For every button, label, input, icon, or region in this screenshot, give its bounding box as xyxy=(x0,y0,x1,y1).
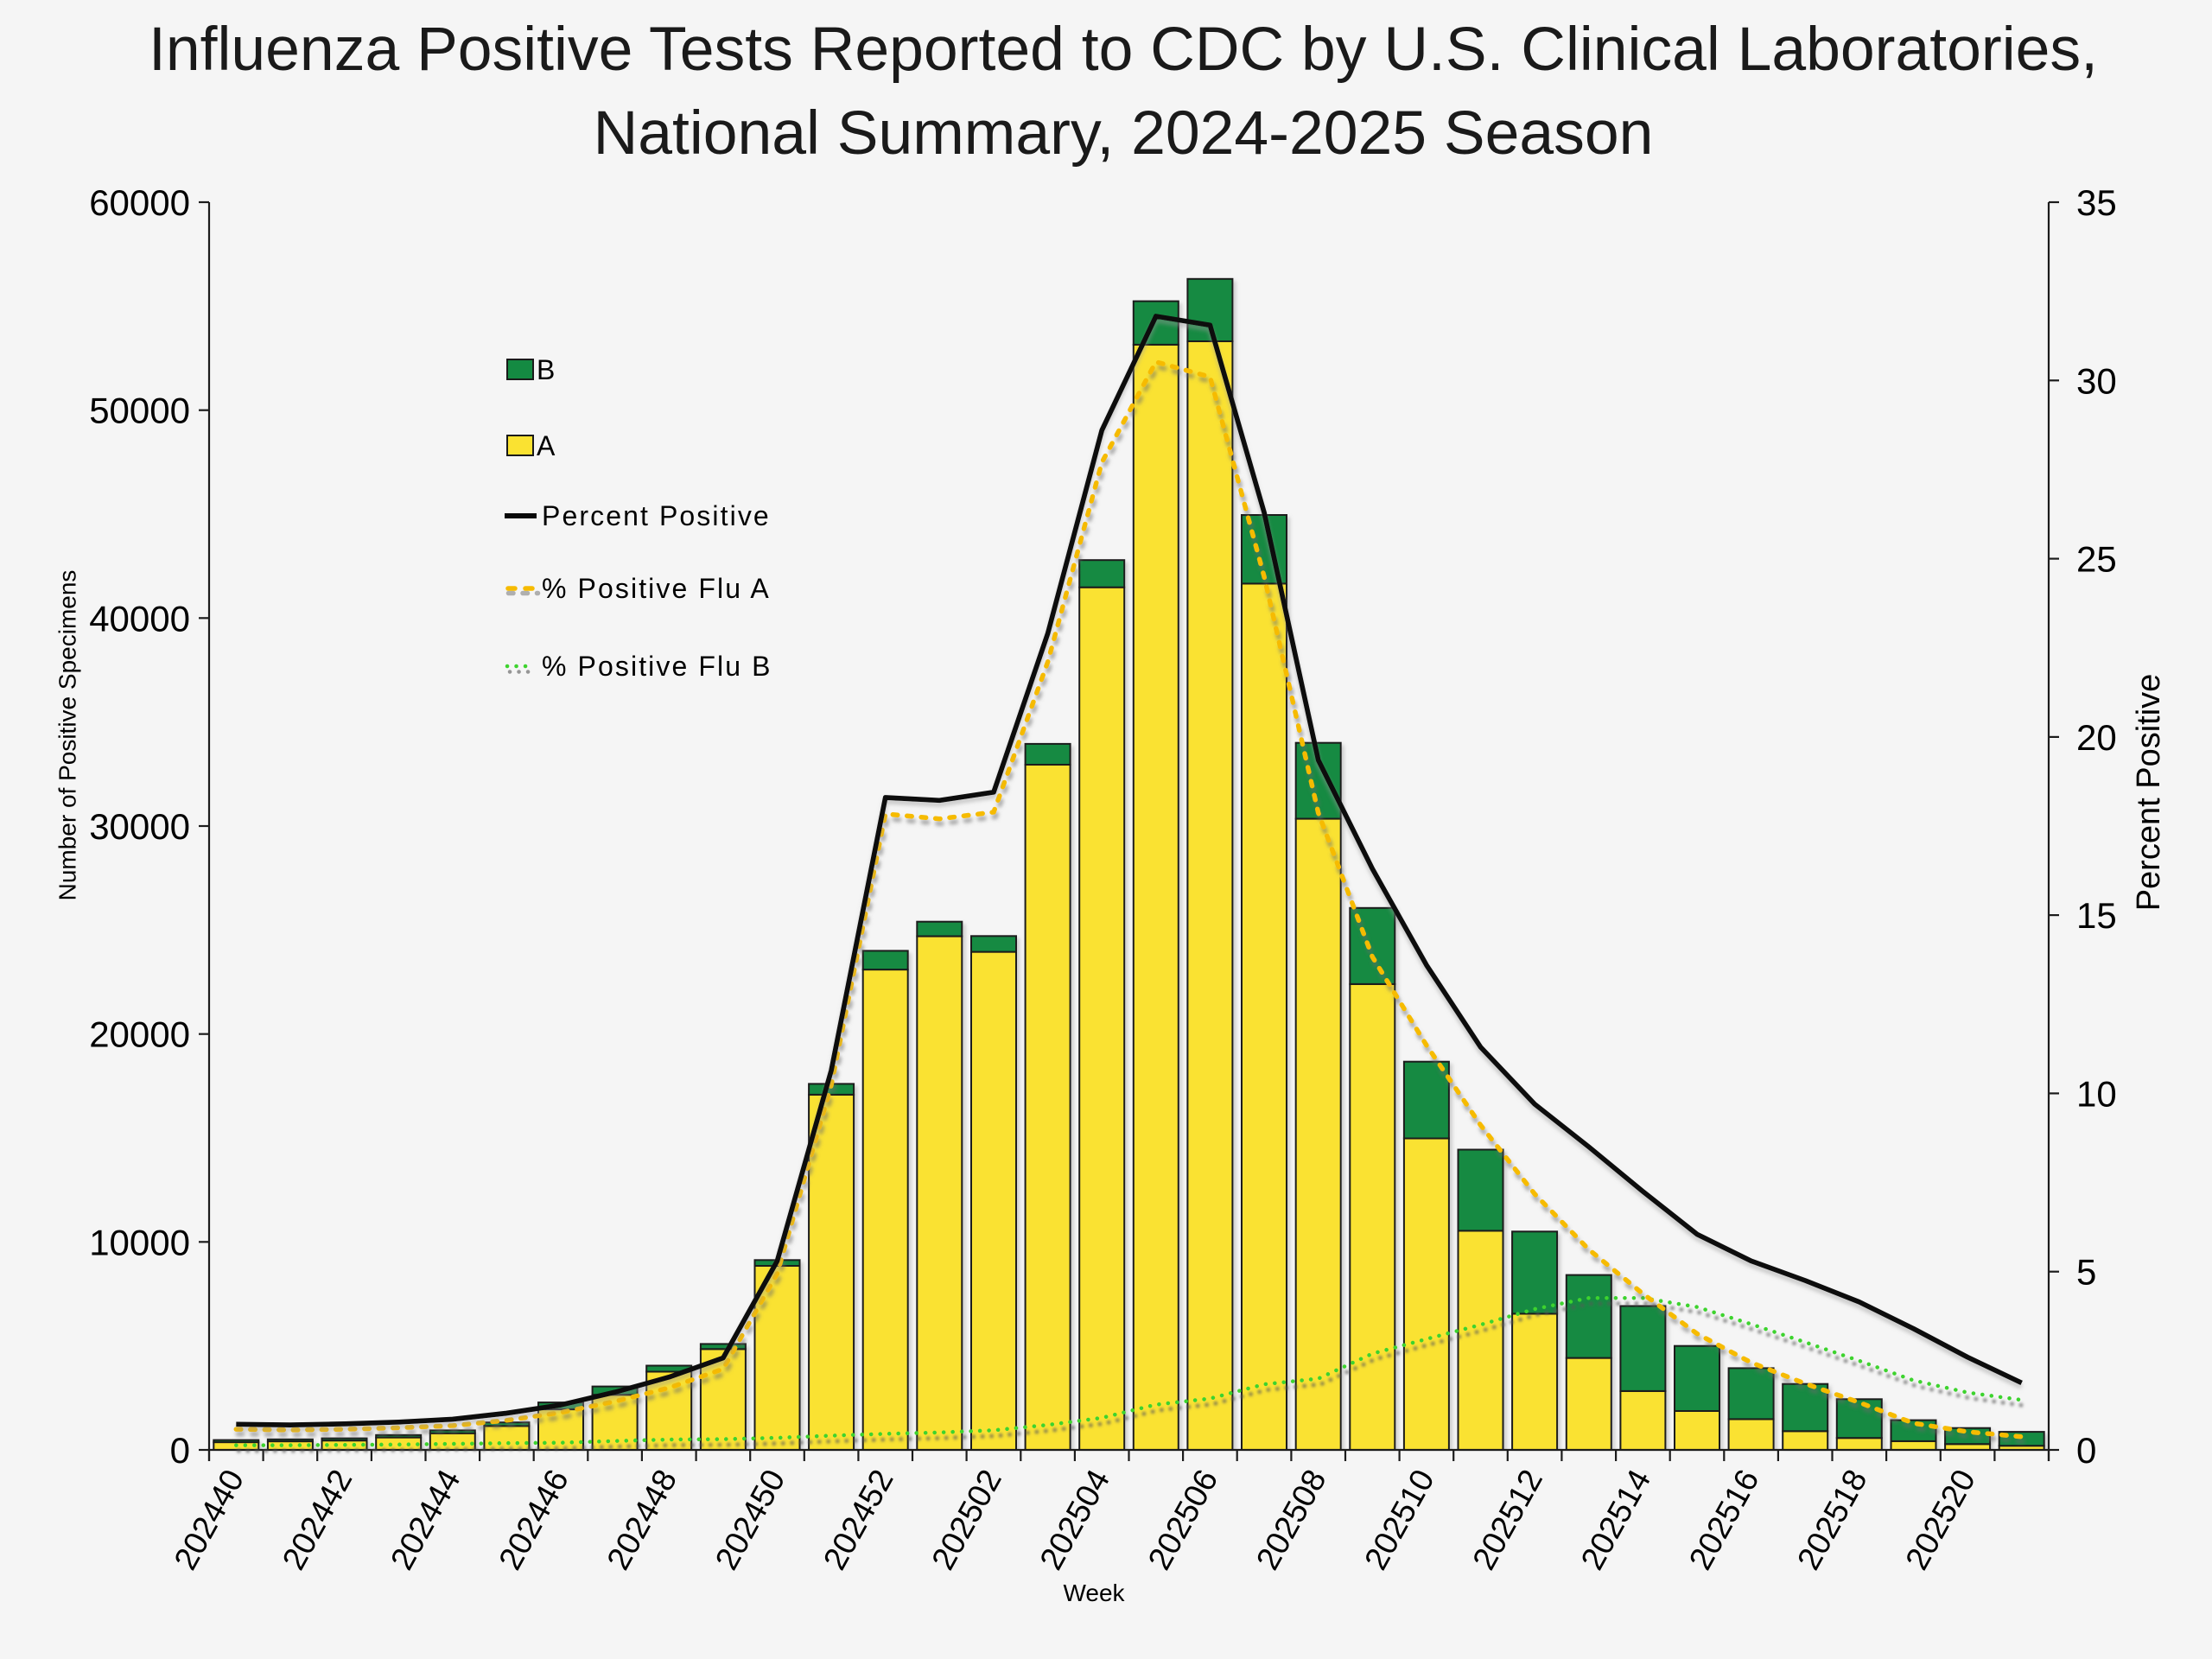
svg-text:20: 20 xyxy=(2076,717,2117,758)
svg-text:35: 35 xyxy=(2076,182,2117,223)
svg-text:0: 0 xyxy=(2076,1430,2096,1471)
svg-text:Number of Positive Specimens: Number of Positive Specimens xyxy=(54,570,81,901)
svg-text:Week: Week xyxy=(1063,1580,1125,1606)
svg-text:50000: 50000 xyxy=(89,391,190,431)
svg-text:20000: 20000 xyxy=(89,1014,190,1055)
svg-text:National Summary, 2024-2025 Se: National Summary, 2024-2025 Season xyxy=(594,99,1654,168)
svg-text:25: 25 xyxy=(2076,539,2117,580)
svg-text:0: 0 xyxy=(170,1430,190,1471)
svg-text:40000: 40000 xyxy=(89,598,190,639)
svg-text:10: 10 xyxy=(2076,1073,2117,1114)
svg-text:Percent Positive: Percent Positive xyxy=(2131,674,2167,912)
svg-text:30: 30 xyxy=(2076,360,2117,401)
svg-text:Influenza Positive Tests Repor: Influenza Positive Tests Reported to CDC… xyxy=(149,15,2098,84)
svg-text:10000: 10000 xyxy=(89,1222,190,1262)
svg-text:% Positive Flu B: % Positive Flu B xyxy=(542,651,772,682)
svg-text:Percent Positive: Percent Positive xyxy=(542,500,771,531)
svg-text:5: 5 xyxy=(2076,1252,2096,1293)
svg-text:B: B xyxy=(537,354,556,385)
svg-text:% Positive Flu A: % Positive Flu A xyxy=(542,573,771,604)
svg-text:30000: 30000 xyxy=(89,806,190,847)
svg-text:60000: 60000 xyxy=(89,182,190,223)
svg-text:A: A xyxy=(537,430,556,461)
svg-text:15: 15 xyxy=(2076,895,2117,936)
